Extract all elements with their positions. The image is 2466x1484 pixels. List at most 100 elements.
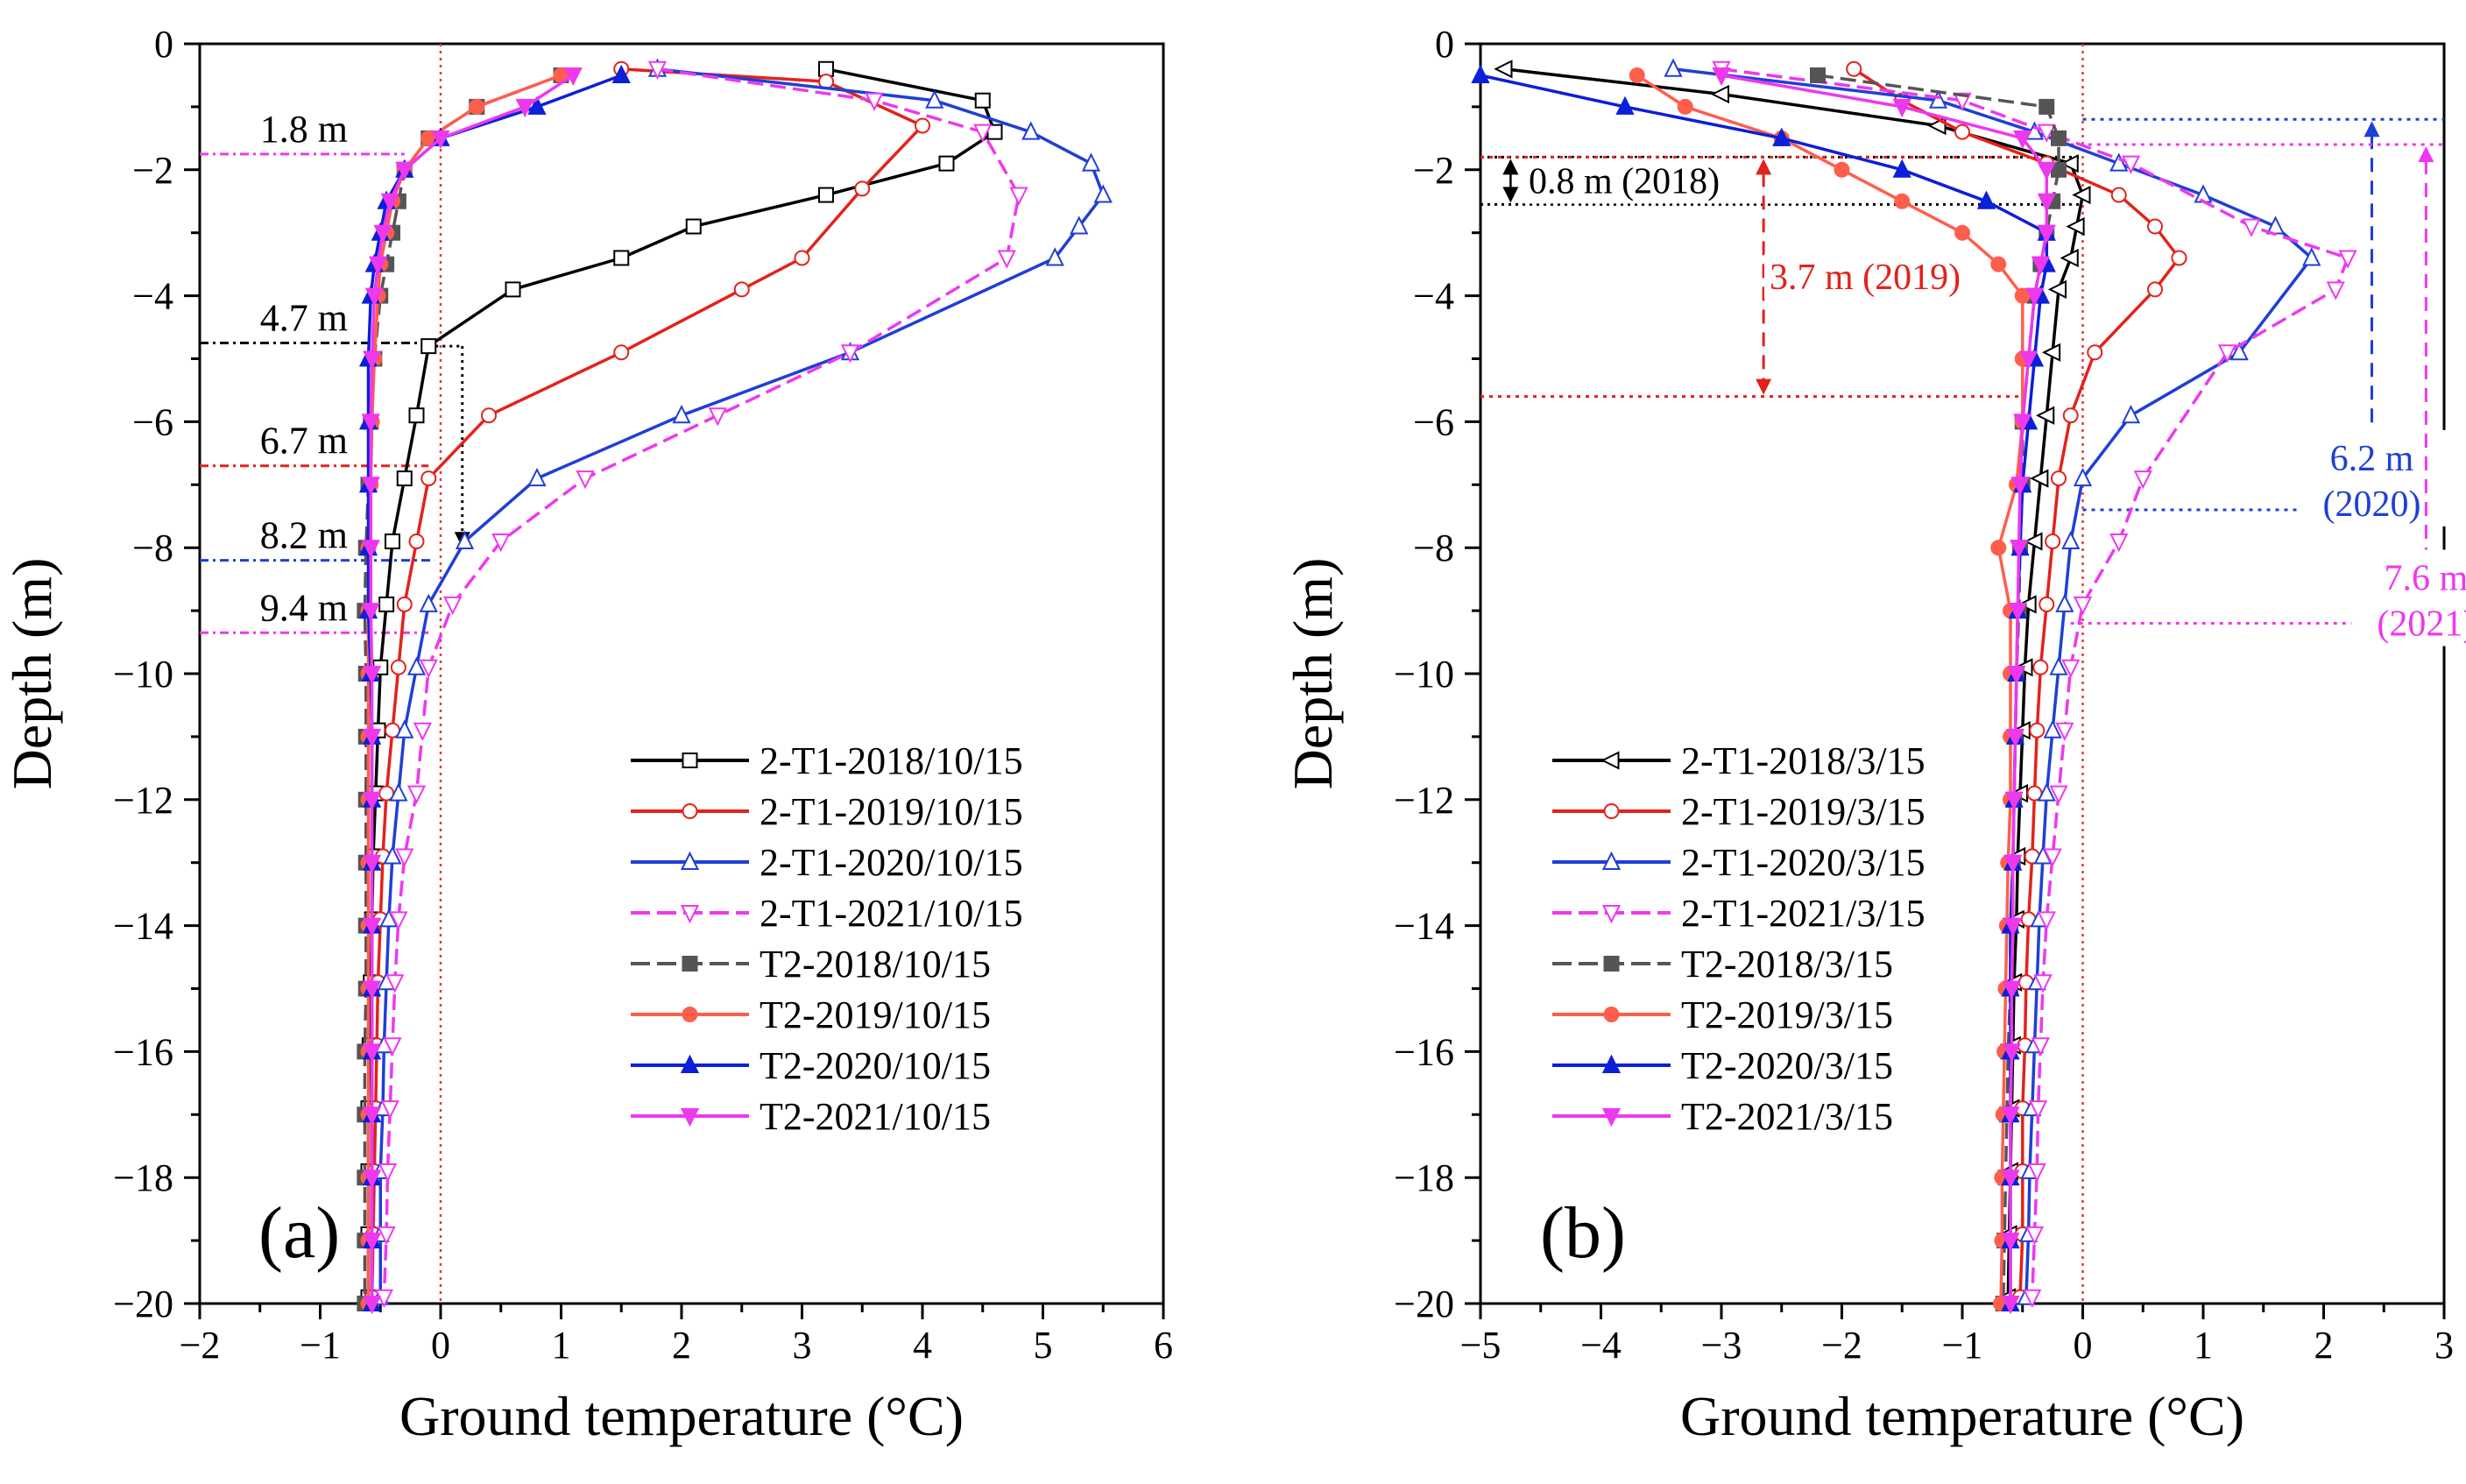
data-point (1710, 84, 1729, 104)
data-point (2043, 848, 2062, 867)
data-point (925, 89, 944, 109)
data-point (363, 1170, 382, 1189)
data-point (1615, 95, 1635, 115)
y-tick-label: −6 (132, 400, 173, 443)
depth-annotation-label: 8.2 m (260, 514, 348, 557)
data-point (1677, 98, 1693, 115)
data-point (390, 659, 406, 675)
data-point (1834, 161, 1850, 178)
range-annotation-label: (2020) (2323, 484, 2421, 525)
data-point (2060, 248, 2079, 268)
panel-a: −2 −1 0 1 2 3 4 5 6−20−18−16−14−12−10−8−6−4−20Gr… (1, 23, 1173, 1447)
data-point (455, 530, 475, 550)
data-point (363, 1233, 382, 1252)
x-tick-label: 0 (2074, 1324, 2093, 1367)
legend-marker (682, 753, 698, 768)
data-point (527, 467, 547, 487)
data-point (363, 917, 382, 936)
data-point (413, 722, 432, 741)
data-point (396, 470, 413, 487)
data-point (613, 344, 630, 361)
data-point (505, 281, 521, 298)
x-axis-label: Ground temperature (°C) (1680, 1385, 2244, 1447)
depth-annotation-label: 9.4 m (260, 586, 348, 629)
data-point (2001, 1170, 2020, 1189)
data-point (2043, 719, 2062, 738)
y-tick-label: −20 (113, 1283, 173, 1325)
data-point (1892, 159, 1911, 178)
data-point (2229, 342, 2249, 361)
series-2-T1-2021/3/15 (1712, 60, 2357, 1309)
data-point (1976, 190, 1996, 209)
data-point (1664, 58, 1683, 77)
data-point (1772, 127, 1791, 146)
y-tick-label: −12 (1394, 779, 1454, 822)
label-background (2351, 549, 2466, 647)
x-tick-label: 1 (2194, 1324, 2213, 1367)
data-point (419, 593, 438, 612)
series-T2-2021/10/15 (361, 67, 583, 1315)
data-point (2060, 153, 2079, 173)
annotations: 1.8 m 4.7 m 6.7 m 8.2 m 9.4 m (200, 108, 470, 634)
data-point (2133, 470, 2152, 490)
legend-entry-label: 2-T1-2018/10/15 (760, 739, 1023, 782)
series-T2-2018/10/15 (357, 67, 569, 1311)
y-tick-label: −14 (1394, 905, 1454, 948)
data-point (2003, 917, 2023, 936)
data-point (2037, 193, 2056, 212)
data-point (973, 124, 993, 143)
data-point (2338, 250, 2357, 269)
legend-entry-label: T2-2018/3/15 (1681, 943, 1893, 986)
legend-marker (1603, 1007, 1620, 1022)
series-line (370, 67, 924, 1297)
data-point (2033, 974, 2053, 993)
x-tick-label: −2 (1821, 1324, 1862, 1367)
data-point (2049, 656, 2068, 675)
data-point (363, 666, 382, 685)
x-tick-label: −1 (300, 1324, 341, 1367)
legend-marker (1601, 1108, 1622, 1127)
data-point (378, 1163, 398, 1183)
data-point (865, 92, 884, 111)
data-point (915, 117, 930, 134)
data-point (2002, 980, 2021, 1000)
data-point (2066, 216, 2085, 237)
x-tick-label: −2 (180, 1324, 221, 1367)
y-tick-label: −18 (1394, 1156, 1454, 1199)
data-point (2002, 1043, 2021, 1063)
data-point (1953, 92, 1972, 111)
data-point (2073, 596, 2093, 616)
range-arrow-head (1502, 187, 1519, 203)
panel-b: −5 −4 −3 −2 −1 0 1 2 3−20−18−16−14−12−10−8−6−4−2… (1282, 23, 2466, 1447)
legend-entry-label: 2-T1-2019/10/15 (760, 790, 1023, 833)
data-point (363, 980, 382, 1000)
data-point (840, 344, 860, 364)
data-point (395, 161, 414, 181)
data-point (2039, 98, 2055, 115)
data-point (2001, 1233, 2020, 1252)
x-tick-label: −1 (1942, 1324, 1983, 1367)
data-point (576, 470, 595, 490)
y-tick-label: −10 (1394, 653, 1454, 696)
data-point (2047, 279, 2067, 300)
data-point (2029, 1100, 2048, 1120)
range-annotation-label: 0.8 m (2018) (1529, 161, 1720, 201)
data-point (2109, 152, 2129, 172)
legend-entry-label: T2-2018/10/15 (760, 943, 991, 986)
data-point (378, 596, 395, 612)
data-point (2045, 534, 2061, 550)
data-point (2217, 344, 2237, 364)
data-point (380, 1100, 399, 1120)
range-arrow-head (2364, 121, 2380, 138)
data-point (431, 130, 450, 150)
data-point (406, 785, 427, 804)
y-tick-label: −16 (1394, 1030, 1454, 1073)
label-background (2297, 429, 2447, 526)
data-point (363, 728, 382, 748)
legend-entry-label: T2-2020/3/15 (1681, 1044, 1893, 1087)
y-tick-label: −2 (132, 149, 173, 192)
data-point (1894, 193, 1911, 209)
x-tick-label: −4 (1580, 1324, 1622, 1367)
data-point (408, 407, 425, 424)
series-T2-2019/10/15 (360, 67, 569, 1311)
